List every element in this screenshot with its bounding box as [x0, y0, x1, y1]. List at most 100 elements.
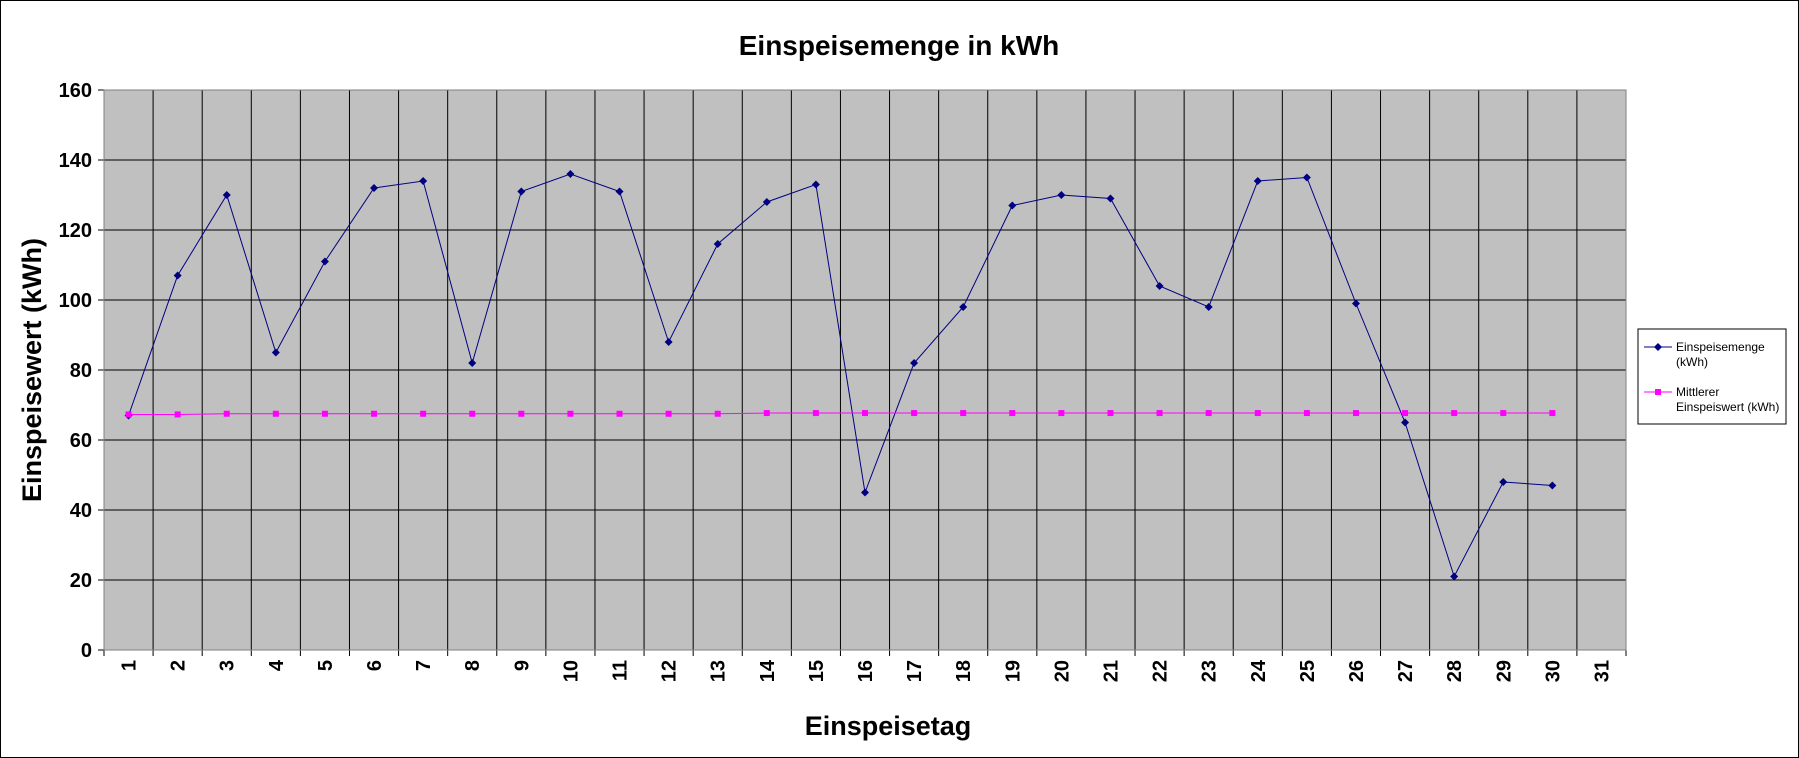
x-tick-label: 23 [1199, 660, 1221, 682]
x-tick-label: 6 [364, 660, 386, 671]
x-tick-label: 18 [953, 660, 975, 682]
data-point [1549, 410, 1556, 417]
data-point [371, 410, 378, 417]
data-point [1009, 410, 1016, 417]
data-point [959, 303, 968, 311]
data-point [222, 191, 231, 199]
series-line-2 [128, 412, 1553, 415]
data-point [1499, 478, 1508, 486]
data-point [713, 240, 722, 248]
data-point [1548, 481, 1557, 490]
x-tick-label: 13 [708, 660, 730, 682]
x-tick-label: 15 [806, 660, 828, 682]
data-point [1253, 177, 1262, 185]
data-point [567, 410, 574, 417]
x-tick-label: 10 [560, 660, 582, 682]
data-point [321, 410, 328, 417]
data-point [1155, 282, 1164, 290]
data-point [811, 180, 820, 189]
x-tick-label: 2 [168, 660, 190, 671]
x-tick-label: 3 [217, 660, 239, 671]
data-point [1107, 410, 1114, 417]
data-point [469, 410, 476, 417]
data-point [1302, 173, 1311, 182]
x-tick-label: 14 [757, 659, 779, 682]
data-point [911, 410, 918, 417]
data-point [370, 184, 379, 192]
data-point [960, 410, 967, 417]
y-tick-label: 20 [70, 570, 92, 592]
y-tick-label: 40 [70, 500, 92, 522]
axes-layer [98, 89, 1627, 656]
data-point [1156, 410, 1163, 417]
data-point [861, 488, 869, 497]
data-point [566, 170, 575, 178]
data-point [812, 410, 819, 417]
x-tick-label: 22 [1150, 660, 1172, 682]
x-tick-label: 12 [659, 660, 681, 682]
series-line-1 [128, 173, 1553, 578]
data-point [1402, 410, 1409, 417]
series-layer [124, 170, 1557, 581]
data-point [174, 411, 181, 418]
x-tick-label: 4 [266, 659, 288, 671]
x-tick-label: 11 [610, 660, 632, 681]
data-point [320, 257, 329, 266]
data-point [862, 410, 868, 417]
legend: Einspeisemenge(kWh) MittlererEinspeiswert… [1637, 328, 1787, 425]
data-point [125, 411, 132, 418]
data-point [420, 410, 427, 417]
data-point [762, 198, 771, 206]
x-tick-label: 21 [1100, 660, 1122, 682]
data-point [1057, 191, 1066, 199]
data-point [763, 410, 770, 417]
legend-label: (kWh) [1676, 355, 1708, 369]
y-tick-labels: 0 20 40 60 80 100 120 140 160 [59, 80, 92, 662]
data-point [714, 410, 721, 417]
x-tick-label: 28 [1444, 660, 1466, 682]
x-tick-label: 8 [462, 660, 484, 671]
data-point [1205, 410, 1212, 417]
y-tick-label: 0 [81, 640, 92, 662]
data-point [1008, 201, 1017, 210]
legend-box [1637, 328, 1787, 425]
y-tick-label: 140 [59, 150, 92, 172]
data-point [173, 271, 182, 280]
data-point [518, 410, 525, 417]
data-point [271, 348, 280, 357]
x-tick-label: 30 [1542, 660, 1564, 682]
x-tick-label: 5 [315, 660, 337, 671]
data-point [1450, 572, 1459, 581]
data-point [1058, 410, 1065, 417]
x-tick-label: 27 [1395, 660, 1417, 682]
data-point [1254, 410, 1261, 417]
x-tick-label: 17 [904, 660, 926, 682]
x-tick-label: 1 [119, 660, 141, 671]
data-point [1451, 410, 1458, 417]
y-axis-title: Einspeisewert (kWh) [17, 238, 47, 502]
data-point [223, 410, 230, 417]
x-tick-label: 20 [1051, 660, 1073, 682]
x-tick-label: 19 [1002, 660, 1024, 682]
x-tick-label: 26 [1346, 660, 1368, 682]
plot-border [103, 89, 1627, 651]
y-tick-label: 80 [70, 360, 92, 382]
data-point [1351, 299, 1360, 308]
data-point [615, 187, 624, 196]
data-point [1352, 410, 1359, 417]
data-point [1204, 303, 1213, 311]
x-tick-label: 7 [413, 660, 435, 671]
data-point [910, 359, 919, 367]
legend-label: Mittlerer [1676, 385, 1719, 399]
y-tick-label: 120 [59, 220, 92, 242]
data-point [1106, 194, 1115, 203]
legend-marker [1655, 389, 1661, 395]
legend-marker [1654, 343, 1662, 351]
x-tick-label: 24 [1248, 659, 1270, 682]
data-point [1303, 410, 1310, 417]
y-tick-label: 100 [59, 290, 92, 312]
x-tick-labels: 1 2 3 4 5 6 7 8 9 10 11 12 13 14 15 16 17 18 19 20 21 22 23 24 2… [119, 659, 1614, 682]
x-tick-label: 25 [1297, 660, 1319, 682]
